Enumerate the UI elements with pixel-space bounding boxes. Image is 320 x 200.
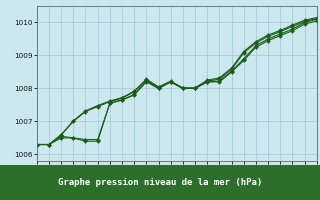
Text: Graphe pression niveau de la mer (hPa): Graphe pression niveau de la mer (hPa) (58, 178, 262, 187)
